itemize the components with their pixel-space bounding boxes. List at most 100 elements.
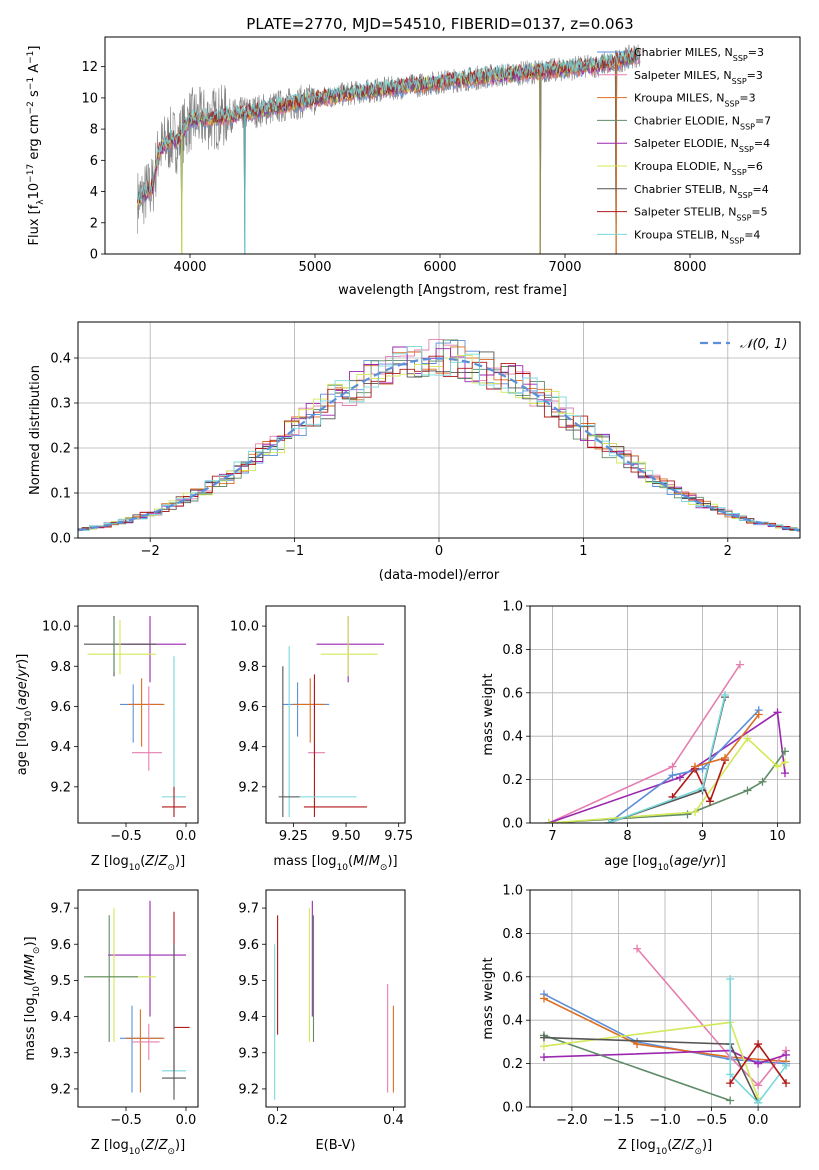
x-tick-label: 0.0 — [176, 829, 197, 844]
label-part: / — [698, 854, 703, 869]
label-part: 10 — [657, 863, 669, 873]
x-tick-label: 5000 — [298, 260, 331, 275]
x-axis-label: Z [log10(Z/Z⊙)] — [91, 1138, 185, 1157]
x-axis-label: Z [log10(Z/Z⊙)] — [91, 854, 185, 873]
plus-marker — [633, 944, 642, 953]
errorbar-point — [162, 944, 186, 1100]
y-tick-label: 9.4 — [238, 1010, 259, 1025]
x-tick-label: 8 — [623, 829, 631, 844]
y-tick-label: 9.2 — [50, 1082, 71, 1097]
y-tick-label: 0.8 — [502, 643, 523, 658]
legend-sub: SSP — [729, 236, 744, 245]
label-part: age — [674, 854, 698, 869]
x-tick-label: 9.25 — [279, 829, 308, 844]
legend-suffix: =6 — [747, 160, 763, 173]
mass-weight-series — [691, 710, 763, 771]
normal-curve-line — [78, 357, 800, 532]
x-axis-label: age [log10(age/yr)] — [604, 854, 726, 873]
plot-area — [278, 616, 384, 817]
label-part: λ — [36, 199, 46, 205]
y-tick-label: 4 — [90, 185, 98, 200]
label-part: 10 — [27, 183, 42, 200]
y-tick-label: 9.5 — [50, 974, 71, 989]
legend-suffix: =4 — [744, 228, 760, 241]
label-part: age [log — [604, 854, 657, 869]
series-line — [543, 1034, 731, 1102]
legend-name: Salpeter ELODIE, N — [634, 137, 739, 150]
x-tick-label: 1 — [579, 544, 587, 559]
plus-marker — [691, 808, 699, 817]
label-part: 10 — [129, 863, 141, 873]
label-part: mass [log — [23, 997, 38, 1060]
plot-area — [274, 900, 394, 1100]
plus-marker — [604, 819, 613, 823]
plus-marker — [539, 1033, 548, 1042]
plot-area — [539, 944, 791, 1107]
y-tick-label: 9.6 — [50, 938, 71, 953]
label-part: )] — [15, 654, 30, 664]
x-tick-label: −0.5 — [110, 829, 142, 844]
plus-marker — [691, 762, 699, 771]
label-part: ⊙ — [167, 1147, 175, 1157]
plus-marker — [726, 1079, 735, 1088]
label-part: / — [23, 965, 38, 970]
label-part: ⊙ — [167, 863, 175, 873]
y-tick-label: 6 — [90, 154, 98, 169]
label-part: 10 — [337, 863, 349, 873]
legend-suffix: =3 — [748, 46, 764, 59]
legend-sub: SSP — [739, 145, 754, 154]
label-part: / — [15, 676, 30, 681]
label-part: / — [154, 854, 159, 869]
y-tick-label: 9.2 — [238, 1082, 259, 1097]
x-tick-label: −2 — [141, 544, 160, 559]
axes-frame — [265, 605, 406, 824]
plot-area — [137, 44, 641, 254]
label-part: / — [154, 1138, 159, 1153]
y-tick-label: 0.8 — [502, 927, 523, 942]
y-tick-label: 0.0 — [502, 1101, 523, 1116]
legend-label: Chabrier ELODIE, NSSP=7 — [634, 114, 771, 130]
label-part: )] — [23, 936, 38, 946]
x-tick-label: 0.0 — [176, 1113, 197, 1128]
legend-suffix: =5 — [751, 206, 767, 219]
chart-title: PLATE=2770, MJD=54510, FIBERID=0137, z=0… — [246, 15, 633, 33]
x-tick-label: −1.0 — [649, 1113, 681, 1128]
y-axis-label: age [log10(age/yr)] — [15, 654, 34, 776]
plus-marker — [782, 1061, 791, 1070]
plot-area — [544, 660, 789, 823]
y-tick-label: 1.0 — [502, 600, 523, 615]
x-tick-label: 9.50 — [332, 829, 361, 844]
plus-marker — [676, 773, 684, 782]
series-line — [636, 948, 787, 1087]
plus-marker — [743, 734, 752, 743]
x-tick-label: 9 — [698, 829, 706, 844]
y-tick-label: 9.3 — [50, 1046, 71, 1061]
legend-name: Kroupa ELODIE, N — [634, 160, 732, 173]
label-part: M — [23, 970, 38, 981]
subplot-8: −2.0 −1.5 −1.0 −0.5 0.0 0.0 0.2 0.4 0.6 0.8 1.0 Z [… — [481, 884, 801, 1157]
label-part: Z [log — [618, 1138, 656, 1153]
x-tick-label: 0 — [435, 544, 443, 559]
errorbar-point — [132, 686, 162, 771]
errorbar-point — [128, 678, 165, 747]
y-tick-label: 10.0 — [42, 620, 71, 635]
plus-marker — [782, 1050, 791, 1059]
y-tick-label: 0.0 — [502, 817, 523, 832]
histogram-step-line — [78, 346, 800, 531]
plot-area — [84, 616, 186, 817]
legend-name: Chabrier STELIB, N — [634, 183, 738, 196]
plot-area — [84, 900, 190, 1100]
mass-weight-series — [544, 734, 789, 823]
label-part: ( — [15, 706, 30, 711]
x-tick-label: 9.75 — [384, 829, 413, 844]
label-part: −2 — [26, 101, 36, 114]
plus-marker — [781, 769, 789, 778]
plus-marker — [754, 1081, 763, 1090]
y-axis-label: Flux [fλ10−17 erg cm−2 s−1 A−1] — [26, 46, 46, 246]
errorbar-point — [303, 674, 368, 817]
label-part: Z — [158, 854, 169, 869]
x-tick-label: −1.5 — [603, 1113, 635, 1128]
y-tick-label: 0.2 — [502, 773, 523, 788]
plus-marker — [683, 810, 692, 819]
